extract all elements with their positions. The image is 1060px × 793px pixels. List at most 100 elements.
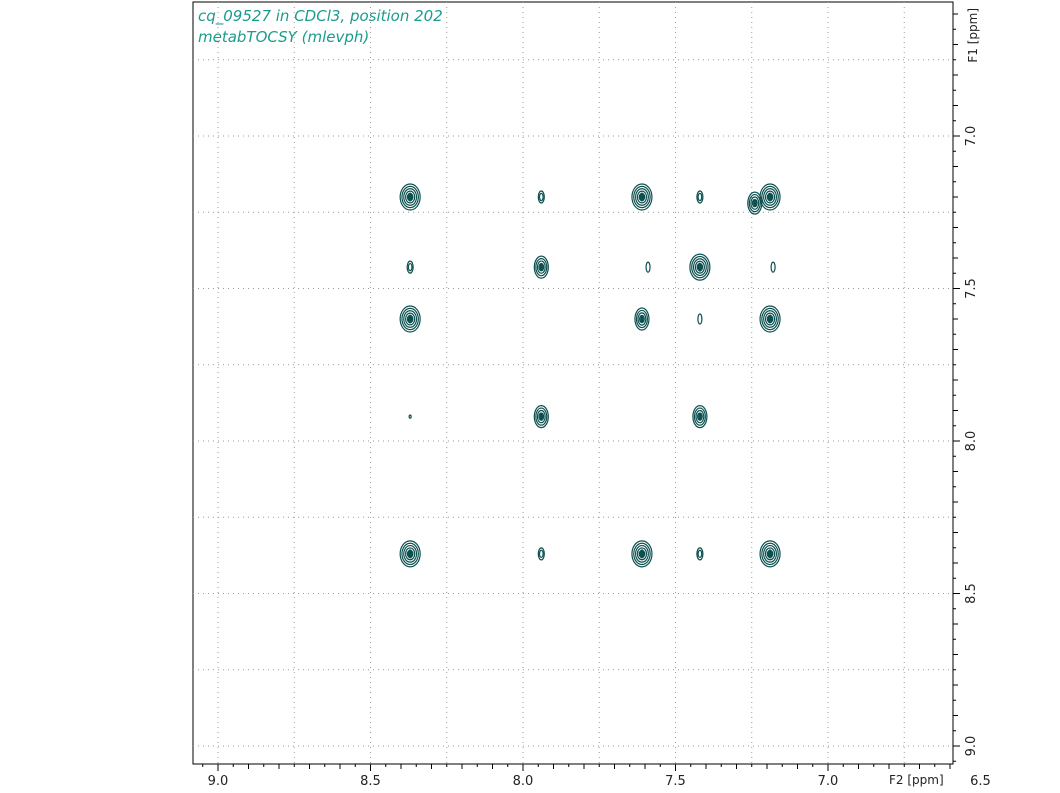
contour-level	[407, 262, 413, 272]
contour-level	[637, 312, 647, 326]
contour-peak	[406, 260, 414, 274]
y-tick-label: 8.5	[964, 583, 979, 604]
contour-level	[689, 253, 711, 281]
contour-core	[767, 314, 773, 324]
contour-level	[538, 192, 544, 202]
contour-peak	[692, 405, 708, 429]
contour-level	[634, 307, 650, 331]
contour-level	[761, 185, 779, 209]
contour-peak	[759, 305, 781, 333]
contour-peak	[747, 191, 763, 215]
contour-peak	[770, 261, 776, 273]
contour-level	[636, 190, 648, 204]
contour-peak	[537, 547, 545, 561]
y-tick-label: 7.5	[964, 278, 979, 299]
contour-level	[764, 547, 776, 561]
x-tick-label: 6.5	[970, 774, 991, 789]
contour-level	[764, 190, 776, 204]
x-tick-label: 8.0	[513, 774, 534, 789]
contour-level	[401, 185, 419, 209]
experiment-name: metabTOCSY (mlevph)	[198, 28, 369, 46]
contour-peak	[645, 261, 651, 273]
contour-level	[692, 405, 708, 429]
contour-peak	[537, 190, 545, 204]
contour-core	[539, 412, 544, 421]
contour-core	[697, 262, 703, 272]
contour-level	[759, 540, 781, 568]
contour-peak	[697, 313, 703, 325]
contour-peak	[533, 405, 549, 429]
contour-level	[403, 310, 418, 328]
contour-level	[405, 312, 416, 326]
contour-level	[748, 193, 761, 213]
contour-level	[533, 405, 549, 429]
contour-level	[631, 183, 653, 211]
contour-level	[763, 544, 778, 563]
contour-level	[403, 544, 418, 563]
contour-level	[764, 312, 776, 326]
grid-lines	[193, 2, 953, 764]
contour-level	[405, 190, 416, 204]
contour-peak	[399, 183, 421, 211]
axis-ticks	[202, 13, 960, 771]
contour-peak	[696, 547, 704, 561]
contour-level	[693, 407, 706, 426]
contour-level	[536, 260, 546, 274]
contour-peak	[696, 190, 704, 204]
contour-level	[634, 188, 649, 206]
x-tick-label: 7.5	[665, 774, 686, 789]
axis-labels: 9.0 8.5 8.0 7.5 7.0 6.5 7.0 7.5 8.0 8.5 9.0	[208, 126, 991, 789]
contour-peak	[631, 183, 653, 211]
contour-peak	[689, 253, 711, 281]
spectrum-title: cq_09527 in CDCl3, position 202	[198, 7, 443, 26]
contour-core	[407, 549, 413, 559]
contour-level	[537, 547, 545, 561]
contour-peaks	[399, 183, 781, 568]
contour-level	[537, 190, 545, 204]
contour-core	[407, 192, 413, 202]
contour-level	[761, 307, 779, 331]
contour-level	[538, 549, 544, 559]
contour-peak	[634, 307, 650, 331]
contour-level	[631, 540, 653, 568]
contour-level	[696, 547, 704, 561]
contour-level	[697, 313, 703, 325]
contour-level	[696, 190, 704, 204]
contour-core	[698, 412, 702, 421]
contour-core	[767, 192, 773, 202]
x-axis-title: F2 [ppm]	[889, 773, 944, 787]
contour-level	[633, 185, 651, 209]
contour-core	[539, 263, 544, 271]
contour-level	[633, 542, 651, 566]
contour-level	[770, 261, 776, 273]
contour-core	[640, 315, 644, 323]
contour-level	[634, 544, 649, 563]
y-axis-title: F1 [ppm]	[966, 8, 980, 63]
contour-level	[401, 542, 419, 566]
x-tick-label: 7.0	[818, 774, 839, 789]
contour-level	[405, 547, 416, 561]
contour-level	[645, 261, 651, 273]
contour-level	[535, 257, 548, 277]
contour-level	[399, 540, 421, 568]
contour-peak	[533, 255, 549, 279]
contour-level	[695, 409, 705, 424]
contour-level	[636, 547, 648, 561]
contour-level	[747, 191, 763, 215]
contour-level	[403, 188, 418, 206]
plot-frame	[192, 1, 954, 765]
y-tick-label: 8.0	[964, 431, 979, 452]
contour-peak	[759, 540, 781, 568]
contour-core	[767, 549, 773, 559]
contour-core	[753, 199, 757, 207]
contour-level	[535, 407, 548, 426]
contour-level	[750, 196, 760, 210]
contour-level	[697, 549, 703, 559]
contour-level	[533, 255, 549, 279]
contour-peak	[408, 414, 412, 419]
contour-peak	[399, 540, 421, 568]
y-tick-label: 7.0	[964, 126, 979, 147]
contour-level	[406, 260, 414, 274]
contour-level	[399, 183, 421, 211]
